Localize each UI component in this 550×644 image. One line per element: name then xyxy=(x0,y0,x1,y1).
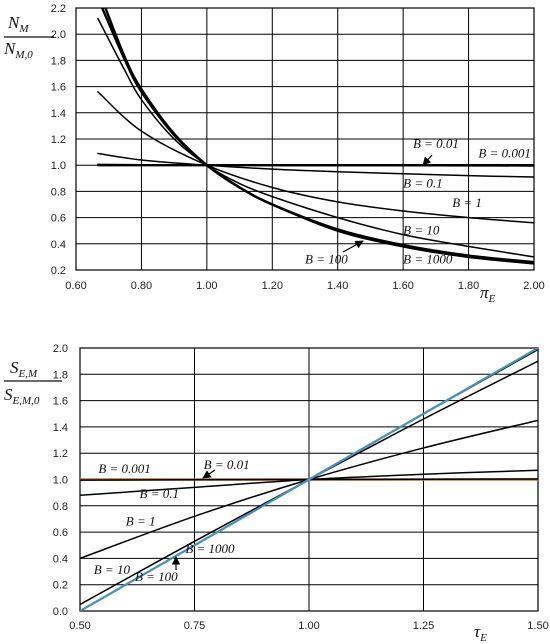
chart-sem-vs-tau: 0.50 0.75 1.00 1.25 1.50 0.0 0.2 0.4 0.6 0.8 1.0 1.… xyxy=(4,343,549,644)
arrow-b001-bottom xyxy=(202,469,216,479)
chart-sem-annotations: B = 0.001 B = 0.01 B = 0.1 B = 1 B = 1000 B =… xyxy=(94,457,250,584)
x-tick-label: 2.00 xyxy=(523,280,544,292)
plot-frame xyxy=(75,7,535,271)
x-tick-label: 1.60 xyxy=(392,280,413,292)
y-tick-label: 1.2 xyxy=(51,134,66,146)
series-line-b-100 xyxy=(100,8,534,265)
annotation-b-100: B = 100 xyxy=(135,569,178,584)
y-tick-label: 0.4 xyxy=(53,553,68,565)
y-label-denominator: SE,M,0 xyxy=(4,385,40,407)
series-clip-group xyxy=(80,348,538,611)
annotation-b-0-001: B = 0.001 xyxy=(98,461,150,476)
annotation-b-10: B = 10 xyxy=(94,562,131,577)
arrow-b001-top xyxy=(422,154,433,166)
series-clip-group xyxy=(96,8,534,265)
annotation-b-0-1: B = 0.1 xyxy=(403,175,442,190)
annotation-b-1: B = 1 xyxy=(126,514,156,529)
x-tick-label: 1.80 xyxy=(458,280,479,292)
x-tick-label: 1.00 xyxy=(298,620,319,632)
chart-sem-axis-labels: SE,M SE,M,0 τE xyxy=(4,358,487,644)
chart-nm-vs-pi: 0.60 0.80 1.00 1.20 1.40 1.60 1.80 2.00 0.2 0.4 0.… xyxy=(3,3,545,305)
y-tick-label: 1.4 xyxy=(51,108,66,120)
series-line-b-1000 xyxy=(80,348,538,611)
y-label-numerator: NM xyxy=(7,13,29,35)
y-tick-label: 1.0 xyxy=(53,475,68,487)
x-tick-label: 0.60 xyxy=(65,280,86,292)
y-tick-label: 1.6 xyxy=(51,82,66,94)
y-tick-label: 1.6 xyxy=(53,396,68,408)
y-tick-label: 0.8 xyxy=(51,186,66,198)
series-line-b-0-1 xyxy=(97,152,534,178)
chart-nm-axis-labels: NM NM,0 πE xyxy=(3,13,496,305)
y-tick-label: 1.4 xyxy=(53,422,68,434)
chart-nm-arrows xyxy=(342,154,433,253)
series-line-b-1 xyxy=(97,91,534,224)
x-tick-label: 1.40 xyxy=(327,280,348,292)
y-tick-label: 0.0 xyxy=(53,606,68,618)
y-tick-label: 1.2 xyxy=(53,448,68,460)
y-tick-label: 1.0 xyxy=(51,160,66,172)
y-label-numerator: SE,M xyxy=(10,358,38,380)
annotation-b-100: B = 100 xyxy=(305,251,348,266)
annotation-b-1000: B = 1000 xyxy=(185,541,235,556)
annotation-b-1000: B = 1000 xyxy=(403,251,453,266)
annotation-b-0-01: B = 0.01 xyxy=(413,136,459,151)
x-tick-label: 0.75 xyxy=(184,620,205,632)
y-tick-label: 2.2 xyxy=(51,3,66,15)
x-tick-label: 1.20 xyxy=(262,280,283,292)
y-tick-label: 1.8 xyxy=(51,55,66,67)
annotation-b-0-01: B = 0.01 xyxy=(204,457,250,472)
x-tick-label: 1.50 xyxy=(527,620,548,632)
annotation-b-0-1: B = 0.1 xyxy=(140,486,179,501)
series-line-b-10 xyxy=(97,17,534,258)
x-tick-label: 1.25 xyxy=(413,620,434,632)
series-line-b-1000 xyxy=(104,8,534,264)
y-tick-label: 0.4 xyxy=(51,239,66,251)
y-tick-label: 2.0 xyxy=(53,343,68,355)
y-tick-label: 2.0 xyxy=(51,29,66,41)
x-tick-label: 0.80 xyxy=(131,280,152,292)
y-tick-label: 0.6 xyxy=(51,213,66,225)
arrow-b100-top xyxy=(342,240,364,253)
y-label-denominator: NM,0 xyxy=(3,39,33,61)
x-tick-label: 1.00 xyxy=(196,280,217,292)
chart-sem-series xyxy=(80,348,538,611)
annotation-b-10: B = 10 xyxy=(403,223,440,238)
y-tick-label: 0.6 xyxy=(53,527,68,539)
chart-nm-ticks: 0.60 0.80 1.00 1.20 1.40 1.60 1.80 2.00 0.2 0.4 0.… xyxy=(51,3,545,292)
chart-nm-annotations: B = 0.01 B = 0.001 B = 0.1 B = 1 B = 10 B = 1… xyxy=(305,136,531,266)
x-tick-label: 0.50 xyxy=(69,620,90,632)
chart-nm-grid xyxy=(75,7,535,271)
chart-sem-ticks: 0.50 0.75 1.00 1.25 1.50 0.0 0.2 0.4 0.6 0.8 1.0 1.… xyxy=(53,343,549,632)
annotation-b-1: B = 1 xyxy=(452,195,482,210)
chart-sem-arrows xyxy=(171,469,216,570)
y-tick-label: 0.8 xyxy=(53,501,68,513)
chart-nm-series xyxy=(96,8,534,265)
y-tick-label: 1.8 xyxy=(53,369,68,381)
x-label: πE xyxy=(480,283,496,305)
series-line-b-0-01 xyxy=(97,163,534,167)
annotation-b-0-001: B = 0.001 xyxy=(478,145,530,160)
x-label: τE xyxy=(474,622,487,644)
y-tick-label: 0.2 xyxy=(51,265,66,277)
y-tick-label: 0.2 xyxy=(53,580,68,592)
